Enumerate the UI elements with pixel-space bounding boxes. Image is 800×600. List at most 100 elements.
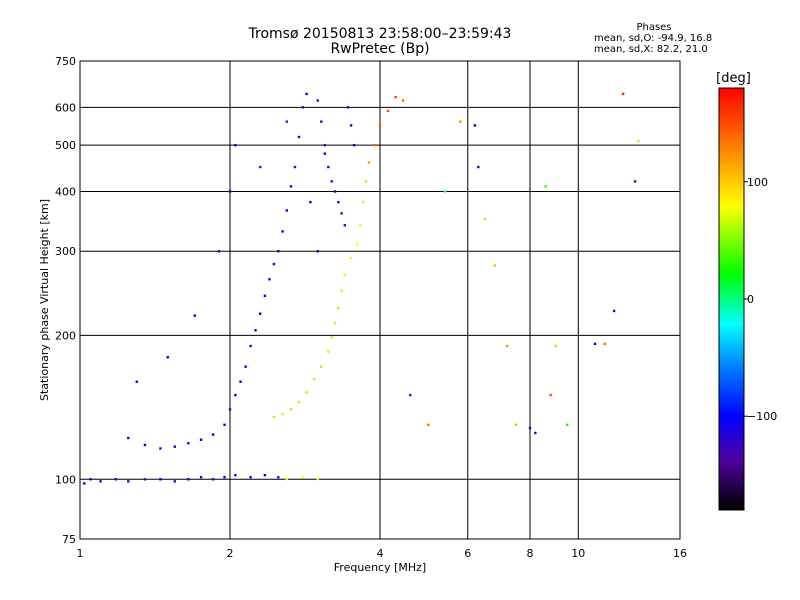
data-point: [361, 200, 365, 204]
data-point: [483, 218, 487, 221]
data-point: [272, 262, 276, 266]
data-point: [373, 143, 376, 147]
data-point: [554, 344, 557, 348]
y-axis-label: Stationary phase Virtual Height [km]: [38, 199, 51, 401]
data-point: [143, 478, 147, 481]
x-tick-label: 1: [77, 547, 84, 560]
y-tick-label: 300: [55, 245, 76, 258]
data-point: [293, 165, 297, 169]
data-point: [316, 99, 319, 102]
data-point: [612, 309, 616, 313]
data-point: [99, 480, 102, 483]
data-point: [309, 200, 312, 204]
data-point: [127, 436, 130, 440]
data-point: [114, 478, 118, 481]
phases-o-mode-stats: mean, sd,O: -94.9, 16.8: [594, 33, 713, 44]
data-point: [228, 190, 232, 193]
data-point: [223, 423, 226, 427]
y-tick-label: 100: [55, 473, 76, 486]
data-point: [603, 342, 606, 346]
data-point: [473, 124, 477, 127]
data-point: [211, 433, 215, 436]
y-tick-label: 400: [55, 185, 76, 198]
data-point: [239, 380, 242, 383]
data-point: [549, 393, 552, 397]
data-point: [297, 400, 301, 404]
data-point: [330, 336, 333, 339]
data-point: [493, 264, 497, 267]
colorbar-tick-label: −100: [747, 410, 777, 423]
data-point: [187, 478, 190, 481]
y-tick-label: 200: [55, 329, 76, 342]
x-tick-label: 16: [673, 547, 687, 560]
data-point: [633, 180, 637, 183]
data-point: [337, 200, 340, 204]
data-point: [337, 306, 340, 310]
data-point: [234, 143, 237, 147]
data-point: [333, 190, 337, 193]
data-point: [234, 393, 237, 397]
data-point: [289, 408, 293, 411]
data-point: [259, 165, 262, 169]
colorbar-tick-label: 0: [747, 293, 754, 306]
phase-colorbar: [718, 87, 745, 511]
phases-heading: Phases: [636, 22, 672, 33]
data-point: [340, 212, 343, 215]
data-point: [259, 312, 262, 315]
x-tick-label: 6: [464, 547, 471, 560]
colorbar-tick-label: 100: [747, 176, 768, 189]
chart-subtitle: RwPretec (Bp): [330, 41, 430, 57]
data-point: [327, 165, 330, 169]
chart-title: Tromsø 20150813 23:58:00–23:59:43: [248, 26, 512, 42]
data-point: [127, 480, 130, 483]
colorbar-tick-labels: 100 0 −100: [744, 176, 777, 423]
data-point: [343, 273, 347, 276]
data-point: [254, 329, 257, 332]
data-point: [534, 431, 537, 435]
data-point: [528, 426, 532, 430]
data-point: [323, 152, 327, 155]
data-point: [89, 478, 92, 481]
data-point: [249, 476, 252, 479]
data-point: [320, 120, 323, 123]
data-point: [316, 250, 319, 253]
data-point: [244, 365, 247, 368]
data-point: [199, 476, 203, 479]
x-tick-label: 10: [571, 547, 585, 560]
x-axis-label: Frequency [MHz]: [334, 561, 426, 574]
y-tick-labels: 75 100 200 300 400 500 600 750: [55, 55, 76, 546]
data-point: [285, 120, 288, 123]
y-tick-label: 600: [55, 101, 76, 114]
data-point: [223, 476, 226, 479]
y-tick-label: 75: [62, 533, 76, 546]
data-point: [394, 95, 397, 99]
x-tick-label: 4: [377, 547, 384, 560]
data-point: [443, 190, 447, 193]
data-point: [514, 423, 518, 427]
y-tick-label: 750: [55, 55, 76, 68]
data-point: [159, 478, 162, 481]
data-point: [349, 124, 353, 127]
data-point: [427, 423, 430, 427]
data-point: [301, 106, 305, 109]
plot-frame: [79, 60, 681, 540]
data-point: [187, 441, 190, 445]
data-point: [386, 109, 390, 113]
data-point: [327, 350, 330, 353]
phases-x-mode-stats: mean, sd,X: 82.2, 21.0: [594, 44, 708, 55]
data-point: [285, 209, 288, 212]
data-point: [297, 135, 301, 139]
data-point: [268, 278, 271, 281]
data-point: [143, 443, 147, 447]
data-point: [289, 185, 293, 188]
data-point: [211, 478, 215, 481]
data-point: [166, 356, 169, 359]
data-point: [621, 92, 625, 96]
x-tick-labels: 1 2 4 6 8 10 16: [77, 547, 688, 560]
grid-lines: [80, 61, 680, 539]
data-point: [378, 124, 382, 127]
data-point: [277, 250, 280, 253]
data-point: [333, 322, 337, 325]
data-point: [263, 294, 267, 298]
